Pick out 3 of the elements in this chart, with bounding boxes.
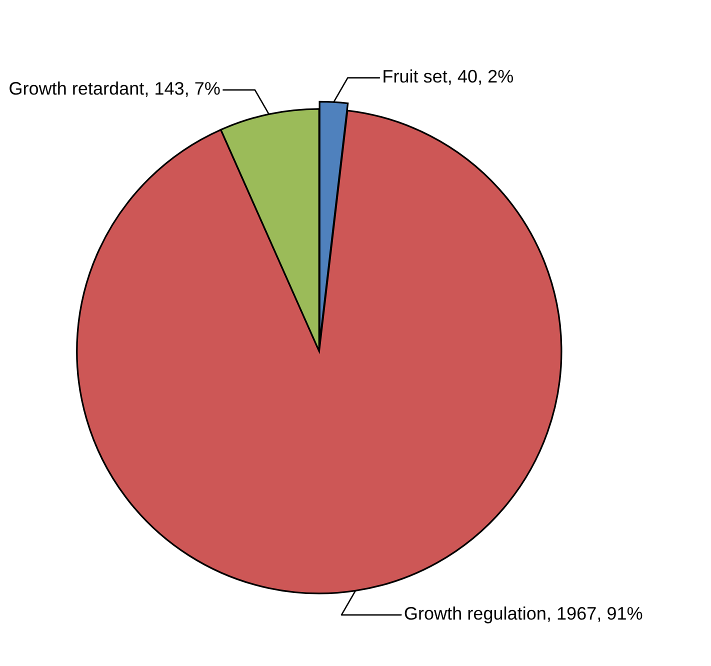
slice-label: Growth regulation, 1967, 91% (404, 606, 642, 624)
slice-label: Growth retardant, 143, 7% (10, 82, 220, 97)
slice-label: Fruit set, 40, 2% (384, 69, 514, 85)
